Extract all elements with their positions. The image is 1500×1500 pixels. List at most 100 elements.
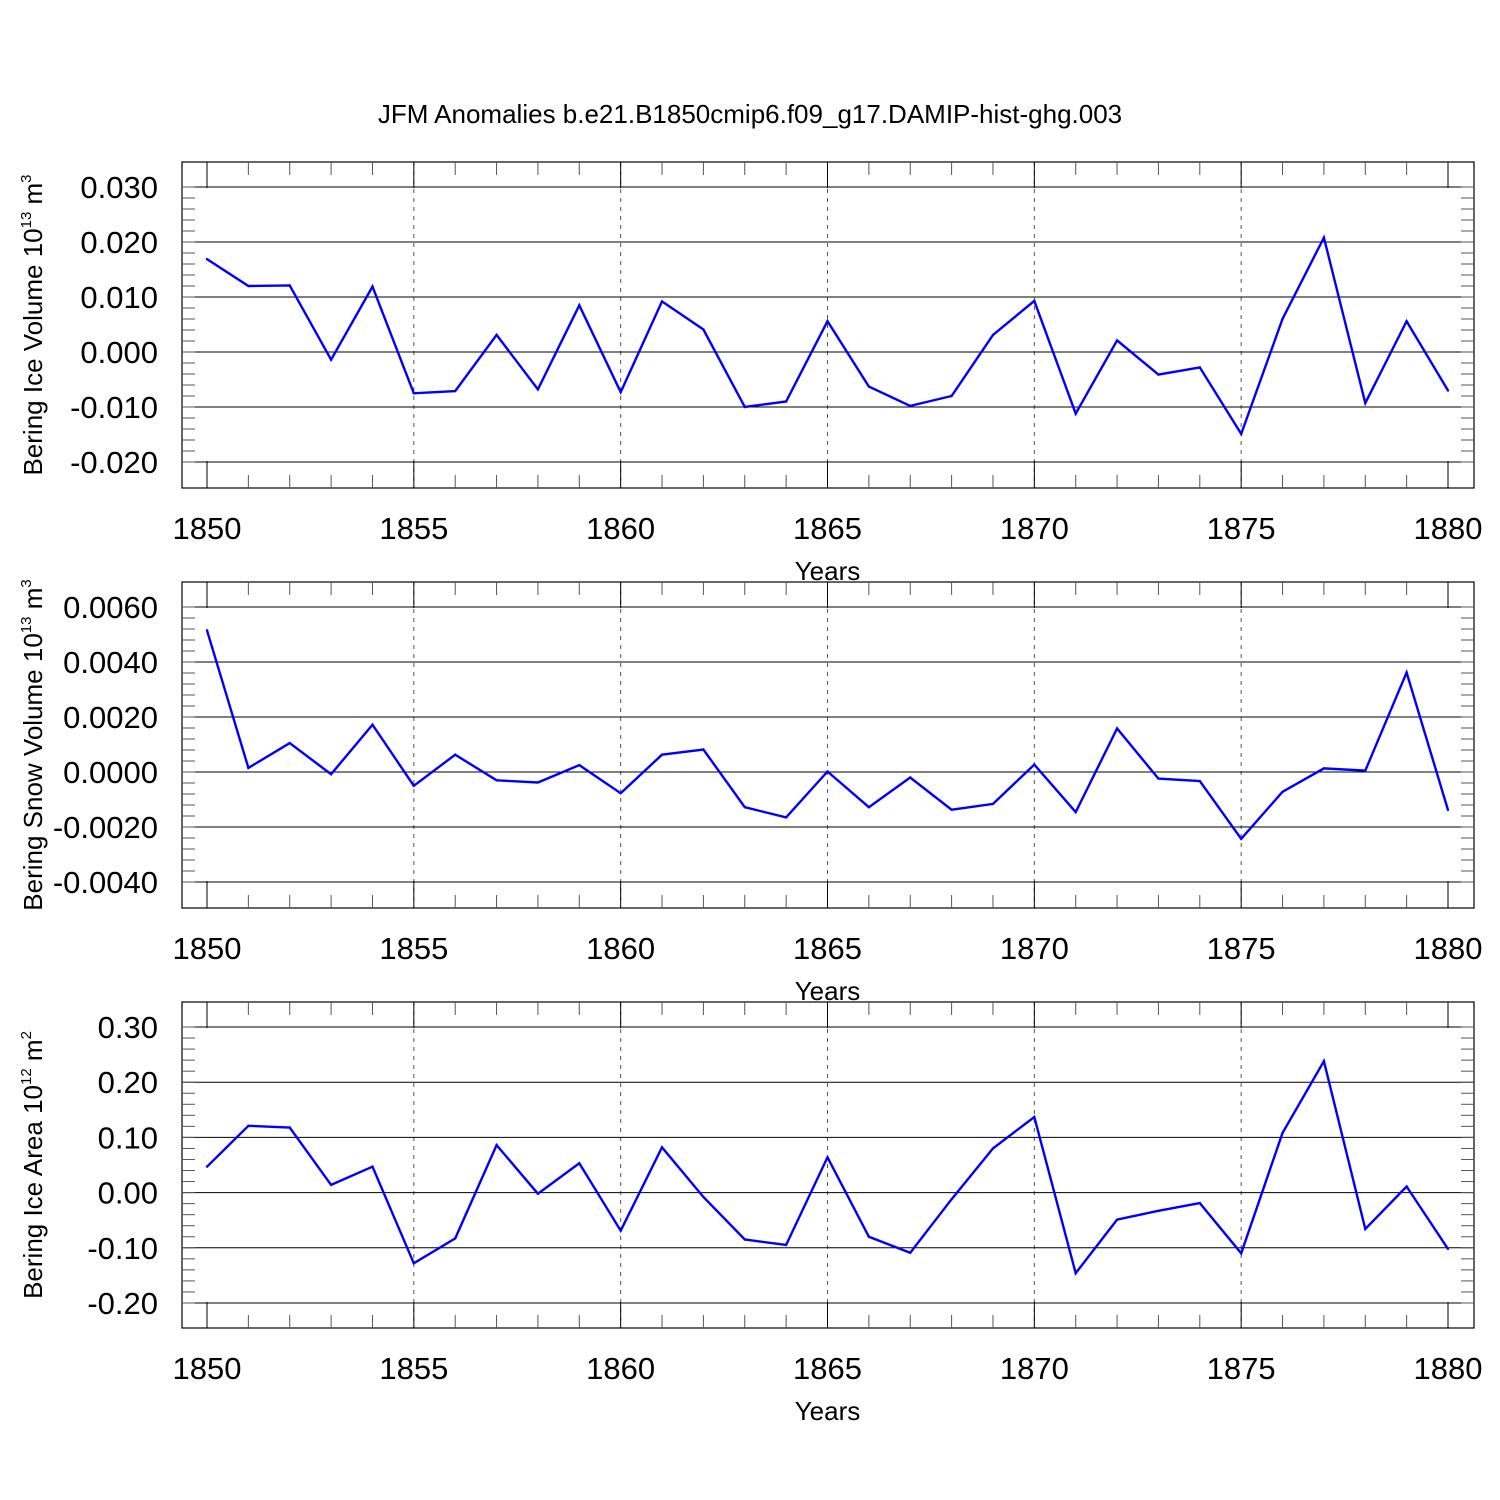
data-point [495,1143,498,1147]
data-point [205,257,209,261]
data-point [1198,1201,1202,1205]
data-point [950,394,953,398]
y-tick-label: -0.20 [87,1286,158,1321]
data-point [743,806,746,809]
x-axis-title: Years [795,1396,861,1426]
x-tick-label: 1880 [1414,931,1483,966]
data-point [784,816,788,819]
data-point [660,753,664,756]
x-tick-label: 1865 [793,931,862,966]
y-tick-label: -0.010 [70,390,158,425]
data-point [578,1162,581,1165]
data-point [329,358,333,361]
data-point [1198,779,1202,783]
data-point [1115,1218,1119,1221]
y-tick-label: 0.30 [98,1010,158,1045]
x-tick-label: 1880 [1414,511,1483,546]
y-tick-label: 0.0060 [63,590,158,625]
y-tick-label: 0.00 [98,1176,158,1211]
y-axis-title-main: Bering Ice Volume 10 [18,228,48,475]
data-point [1281,317,1284,321]
data-point [660,1146,664,1149]
data-point [1115,339,1119,342]
data-point [1157,1209,1160,1213]
data-point [1405,1185,1408,1188]
data-point [1157,777,1160,780]
x-tick-label: 1855 [379,511,448,546]
x-tick-label: 1860 [586,1351,655,1386]
x-tick-label: 1850 [173,1351,242,1386]
data-point [950,1198,953,1201]
data-point [1239,1252,1243,1255]
data-point [867,385,871,388]
data-point [578,304,581,307]
data-point [1074,412,1077,415]
x-tick-label: 1860 [586,931,655,966]
data-point [1446,389,1450,392]
data-point [371,1165,374,1168]
data-point [288,284,291,287]
data-point [247,284,250,288]
x-tick-label: 1875 [1207,511,1276,546]
data-point [867,806,871,809]
data-point [702,748,705,751]
y-tick-label: -0.0040 [53,865,158,900]
data-point [909,1251,912,1254]
data-point [1322,236,1326,239]
data-point [495,333,498,337]
y-tick-label: -0.10 [87,1231,158,1266]
data-point [205,1165,209,1168]
data-point [1239,432,1243,436]
data-point [619,1229,622,1232]
x-tick-label: 1850 [173,931,242,966]
data-point [1074,810,1077,814]
data-point [1033,299,1036,303]
data-point [619,390,622,394]
data-point [1157,373,1160,376]
x-tick-label: 1870 [1000,511,1069,546]
data-point [412,392,416,395]
data-point [702,1195,705,1199]
data-point [1033,763,1036,766]
data-point [950,808,953,811]
data-point [1198,366,1202,369]
x-tick-label: 1850 [173,511,242,546]
chart-panel-1: -0.020 -0.010 0.000 0.010 0.020 0.030 1850 1855… [18,161,1483,586]
data-point [1322,767,1326,770]
x-tick-label: 1875 [1207,931,1276,966]
data-point [412,784,416,787]
y-axis-title: Bering Ice Area 1012 m2 [18,1031,48,1299]
x-tick-label: 1880 [1414,1351,1483,1386]
data-point [1405,320,1408,323]
data-point [329,1183,333,1187]
y-axis-title-exponent: 13 [18,617,35,634]
data-point [1074,1271,1077,1275]
x-tick-label: 1870 [1000,931,1069,966]
data-point [454,1237,457,1240]
y-tick-label: 0.030 [80,170,158,205]
x-tick-label: 1875 [1207,1351,1276,1386]
data-point [784,1243,788,1247]
data-point [909,404,912,408]
data-point [536,388,540,391]
data-point [1322,1060,1326,1063]
y-axis-title-unit-exponent: 3 [18,174,35,182]
data-point [826,1156,829,1159]
data-point [454,753,457,756]
data-point [743,1238,746,1241]
y-axis-title-main: Bering Snow Volume 10 [18,633,48,911]
data-point [454,389,457,393]
data-point [826,770,829,773]
data-point [536,1192,540,1195]
data-point [578,763,581,767]
data-point [1281,790,1284,793]
data-point [495,779,498,782]
y-tick-label: 0.0040 [63,645,158,680]
data-point [784,400,788,403]
y-tick-label: -0.0020 [53,810,158,845]
data-point [247,766,250,770]
data-point [1405,671,1408,674]
data-point [1364,769,1367,772]
chart-title: JFM Anomalies b.e21.B1850cmip6.f09_g17.D… [378,99,1122,129]
data-point [991,802,995,806]
